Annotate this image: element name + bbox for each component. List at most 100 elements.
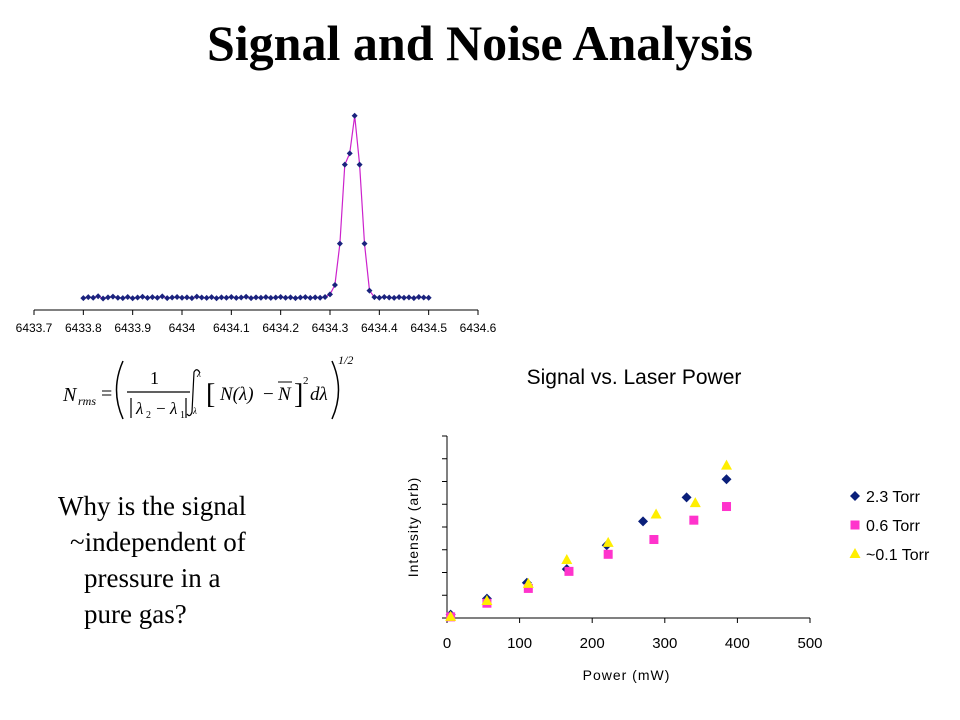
formula-lhs-sub: rms: [78, 394, 96, 408]
spectrum-point: [248, 295, 255, 302]
spectrum-point: [366, 287, 373, 294]
power-point-square: [689, 515, 699, 525]
svg-text:λ: λ: [192, 406, 197, 416]
spectrum-point: [119, 295, 126, 302]
spectrum-point: [331, 281, 338, 288]
spectrum-x-tick-label: 6434.5: [410, 321, 447, 335]
svg-text:=: =: [101, 383, 112, 405]
spectrum-point: [198, 294, 205, 301]
svg-text:[: [: [206, 379, 215, 410]
power-legend-label: 2.3 Torr: [866, 489, 921, 506]
spectrum-point: [90, 294, 97, 301]
power-x-tick-label: 0: [443, 635, 451, 652]
spectrum-x-tick-label: 6434.1: [213, 321, 250, 335]
spectrum-point: [322, 293, 329, 300]
spectrum-point: [218, 294, 225, 301]
spectrum-point: [287, 294, 294, 301]
formula-lambda1: λ: [169, 399, 177, 418]
spectrum-point: [391, 294, 398, 301]
power-point-triangle: [445, 610, 457, 621]
spectrum-point: [336, 240, 343, 247]
power-point-diamond: [638, 516, 649, 527]
spectrum-point: [105, 294, 111, 301]
power-point-triangle: [481, 594, 493, 605]
question-line-3: pressure in a: [84, 563, 221, 593]
spectrum-x-tick-label: 6433.7: [16, 321, 53, 335]
spectrum-point: [312, 294, 319, 301]
spectrum-point: [282, 294, 289, 301]
spectrum-point: [361, 240, 368, 247]
power-point-triangle: [650, 508, 662, 519]
spectrum-x-tick-label: 6434.3: [312, 321, 349, 335]
formula-exponent: 1/2: [338, 353, 353, 367]
power-point-square: [523, 583, 533, 593]
spectrum-point: [159, 293, 166, 300]
spectrum-point: [415, 293, 422, 300]
spectrum-point: [272, 294, 279, 301]
power-x-tick-label: 100: [507, 635, 532, 652]
spectrum-point: [420, 294, 427, 301]
spectrum-point: [193, 293, 200, 300]
spectrum-point: [307, 294, 314, 301]
power-x-tick-label: 400: [725, 635, 750, 652]
spectrum-point: [376, 294, 383, 301]
spectrum-x-tick-label: 6434.2: [262, 321, 299, 335]
question-line-2: ~independent of: [70, 527, 246, 557]
svg-text:−: −: [156, 399, 166, 418]
spectrum-point: [154, 294, 161, 301]
power-point-triangle: [561, 553, 573, 564]
spectrum-x-tick-label: 6434.4: [361, 321, 398, 335]
power-point-square: [649, 535, 659, 545]
spectrum-point: [149, 294, 156, 301]
power-point-diamond: [721, 474, 732, 485]
spectrum-point: [203, 294, 210, 301]
spectrum-x-tick-label: 6434: [169, 321, 196, 335]
power-legend-marker: [850, 520, 860, 530]
power-point-square: [722, 502, 732, 512]
spectrum-point: [253, 294, 259, 301]
spectrum-point: [233, 294, 240, 301]
spectrum-point: [302, 294, 309, 301]
power-point-triangle: [721, 459, 733, 470]
spectrum-point: [169, 294, 176, 301]
spectrum-point: [228, 293, 235, 300]
formula-n-of-lambda: N(λ): [219, 384, 254, 405]
spectrum-point: [164, 295, 171, 302]
spectrum-point: [371, 294, 378, 301]
formula-left-paren: [115, 360, 124, 420]
question-text: Why is the signal ~independent of pressu…: [58, 488, 318, 632]
slide-title: Signal and Noise Analysis: [206, 15, 754, 71]
spectrum-point: [124, 293, 131, 300]
power-point-triangle: [602, 536, 614, 547]
power-point-square: [564, 566, 574, 576]
spectrum-point: [238, 294, 245, 301]
spectrum-point: [109, 293, 116, 300]
spectrum-point: [85, 294, 92, 301]
svg-text:2: 2: [303, 375, 309, 387]
spectrum-point: [213, 295, 220, 302]
svg-text:λ: λ: [196, 369, 201, 379]
power-x-tick-label: 300: [652, 635, 677, 652]
spectrum-point: [100, 295, 107, 302]
spectrum-point: [425, 294, 432, 301]
spectrum-point: [208, 294, 215, 301]
spectrum-point: [292, 295, 299, 302]
power-point-square: [603, 549, 613, 559]
spectrum-point: [179, 294, 185, 301]
spectrum-point: [346, 150, 353, 157]
formula-integral: [186, 369, 201, 417]
spectrum-point: [129, 295, 136, 302]
formula-numerator: 1: [150, 368, 159, 388]
formula-right-paren: [331, 360, 340, 420]
spectrum-point: [262, 294, 269, 301]
spectrum-point: [386, 294, 393, 301]
spectrum-point: [351, 112, 358, 119]
spectrum-point: [257, 294, 264, 301]
spectrum-point: [243, 293, 250, 300]
spectrum-point: [144, 294, 151, 301]
spectrum-x-tick-label: 6433.9: [114, 321, 151, 335]
spectrum-point: [297, 294, 304, 301]
spectrum-point: [174, 293, 181, 300]
power-legend-marker: [850, 491, 860, 501]
formula-d-lambda: dλ: [310, 384, 328, 405]
